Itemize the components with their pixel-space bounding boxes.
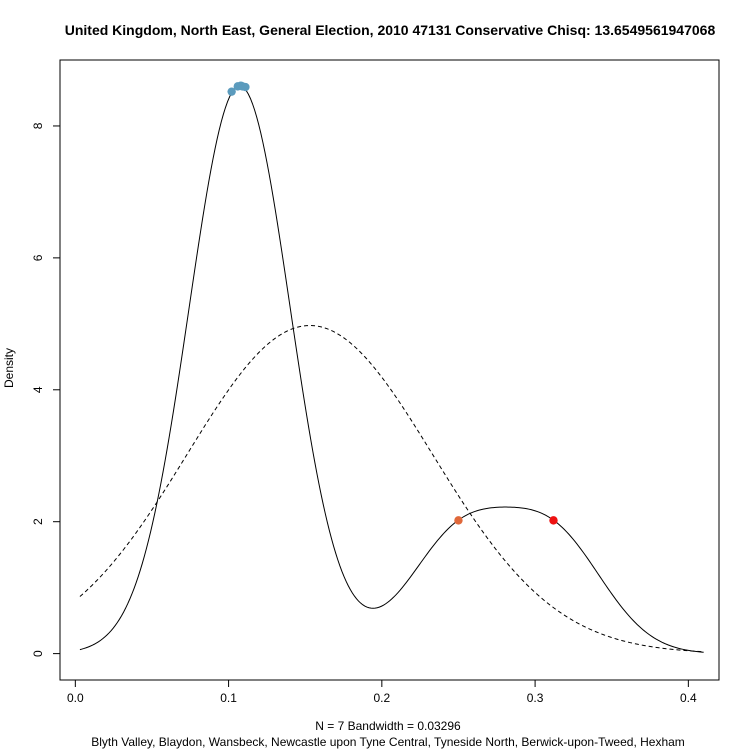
normal-density-line <box>79 325 704 653</box>
y-axis-label: Density <box>2 348 16 388</box>
y-tick-label: 4 <box>31 386 45 393</box>
y-tick-label: 6 <box>31 254 45 261</box>
y-tick-label: 0 <box>31 650 45 657</box>
x-axis: 0.0 0.1 0.2 0.3 0.4 <box>67 679 697 705</box>
x-tick-label: 0.1 <box>220 691 237 705</box>
chart-title: United Kingdom, North East, General Elec… <box>65 22 716 38</box>
plot-frame <box>59 59 720 681</box>
kde-line <box>79 85 704 653</box>
x-tick-label: 0.3 <box>527 691 544 705</box>
x-axis-label-line2: Blyth Valley, Blaydon, Wansbeck, Newcast… <box>91 735 685 749</box>
y-axis: 0 2 4 6 8 <box>31 122 61 657</box>
data-point <box>241 82 250 92</box>
data-point <box>549 516 558 525</box>
y-tick-label: 8 <box>31 122 45 129</box>
y-tick-label: 2 <box>31 518 45 525</box>
plot-area <box>79 81 704 653</box>
x-tick-label: 0.4 <box>680 691 697 705</box>
x-axis-label-line1: N = 7 Bandwidth = 0.03296 <box>315 719 461 733</box>
x-tick-label: 0.0 <box>67 691 84 705</box>
data-point <box>227 87 236 96</box>
data-point <box>454 516 463 525</box>
x-tick-label: 0.2 <box>373 691 390 705</box>
